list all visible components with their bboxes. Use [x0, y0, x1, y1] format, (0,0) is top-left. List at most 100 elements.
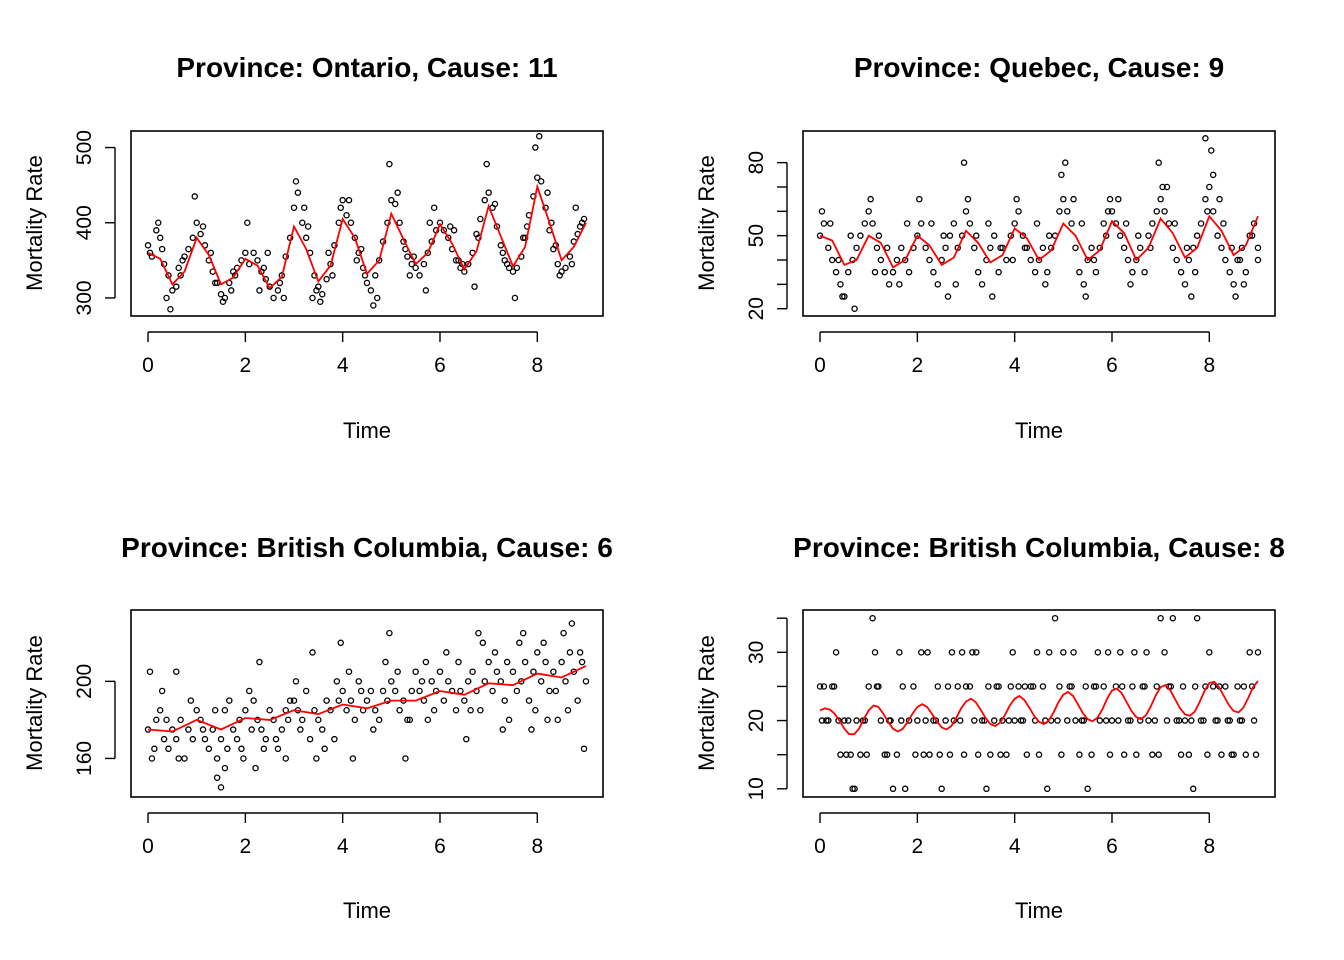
x-tick-label: 4	[1009, 835, 1021, 858]
data-point	[1023, 751, 1031, 758]
data-point	[847, 751, 854, 758]
data-point	[1145, 232, 1152, 239]
data-point	[270, 294, 277, 302]
data-point	[901, 256, 909, 264]
data-point	[424, 716, 432, 724]
data-point	[402, 755, 409, 762]
data-point	[1155, 159, 1162, 166]
data-point	[146, 668, 154, 675]
data-point	[491, 649, 499, 656]
data-point	[217, 735, 225, 743]
data-point	[370, 302, 377, 309]
x-tick-label: 2	[240, 354, 252, 377]
data-point	[1070, 195, 1077, 203]
x-tick-label: 0	[142, 835, 154, 858]
data-point	[457, 687, 464, 695]
data-point	[219, 298, 227, 305]
data-point	[865, 683, 872, 690]
data-point	[1202, 135, 1209, 142]
data-point	[1193, 614, 1201, 622]
data-point	[1035, 751, 1043, 758]
data-point	[163, 294, 170, 302]
data-point	[483, 160, 490, 168]
data-point	[881, 268, 888, 276]
data-point	[491, 200, 499, 208]
data-point	[1042, 281, 1049, 288]
data-point	[825, 244, 832, 252]
data-point	[1013, 195, 1020, 203]
data-point	[1173, 256, 1180, 264]
data-point	[928, 220, 935, 227]
data-point	[1240, 683, 1248, 690]
data-point	[989, 293, 996, 300]
data-point	[901, 785, 909, 793]
data-point	[1078, 220, 1086, 227]
data-point	[564, 706, 572, 714]
y-tick-label: 50	[745, 224, 768, 247]
data-point	[917, 220, 925, 227]
data-point	[1058, 751, 1065, 758]
data-point	[302, 234, 310, 242]
x-tick-label: 2	[240, 835, 252, 858]
data-point	[1072, 244, 1079, 252]
data-point	[883, 751, 891, 758]
data-point	[1232, 293, 1239, 300]
data-point	[1045, 649, 1053, 656]
data-point	[1021, 683, 1029, 690]
data-point	[323, 275, 330, 283]
data-point	[394, 189, 401, 196]
data-point	[481, 678, 489, 685]
x-tick-label: 4	[1009, 354, 1021, 377]
data-point	[238, 745, 245, 753]
data-point	[240, 755, 247, 762]
data-point	[966, 220, 974, 227]
data-point	[1145, 717, 1152, 724]
data-point	[337, 204, 344, 211]
data-point	[282, 755, 289, 762]
data-point	[1054, 717, 1061, 724]
data-point	[440, 697, 448, 704]
data-point	[1115, 195, 1122, 203]
data-point	[566, 253, 574, 260]
data-point	[1039, 683, 1047, 690]
data-point	[826, 220, 834, 227]
data-point	[873, 244, 881, 252]
data-point	[422, 287, 430, 294]
data-point	[227, 287, 235, 294]
data-point	[558, 658, 565, 666]
data-point	[1230, 281, 1237, 288]
data-point	[343, 706, 350, 714]
data-point	[1228, 751, 1235, 758]
data-point	[932, 717, 940, 724]
data-point	[193, 219, 200, 226]
data-point	[156, 706, 164, 714]
data-point	[578, 658, 586, 666]
data-point	[1129, 268, 1136, 276]
data-point	[1181, 281, 1189, 288]
data-point	[1056, 683, 1063, 690]
data-point	[869, 614, 876, 622]
data-point	[863, 751, 870, 758]
data-point	[412, 668, 419, 675]
data-point	[1254, 649, 1262, 656]
data-point	[1143, 649, 1150, 656]
data-point	[962, 208, 970, 215]
data-point	[1209, 171, 1217, 179]
data-point	[889, 785, 897, 793]
data-point	[370, 726, 377, 733]
data-point	[388, 678, 395, 685]
data-point	[845, 268, 852, 276]
data-point	[1120, 751, 1128, 758]
data-point	[823, 717, 830, 724]
data-point	[229, 726, 237, 733]
data-point	[820, 683, 828, 690]
data-point	[1191, 683, 1199, 690]
data-point	[1185, 256, 1193, 264]
data-point	[471, 283, 478, 290]
data-point	[993, 683, 1000, 690]
data-point	[1062, 159, 1069, 166]
data-point	[408, 260, 416, 268]
data-point	[1035, 256, 1043, 264]
data-point	[938, 785, 945, 793]
data-point	[177, 272, 184, 279]
